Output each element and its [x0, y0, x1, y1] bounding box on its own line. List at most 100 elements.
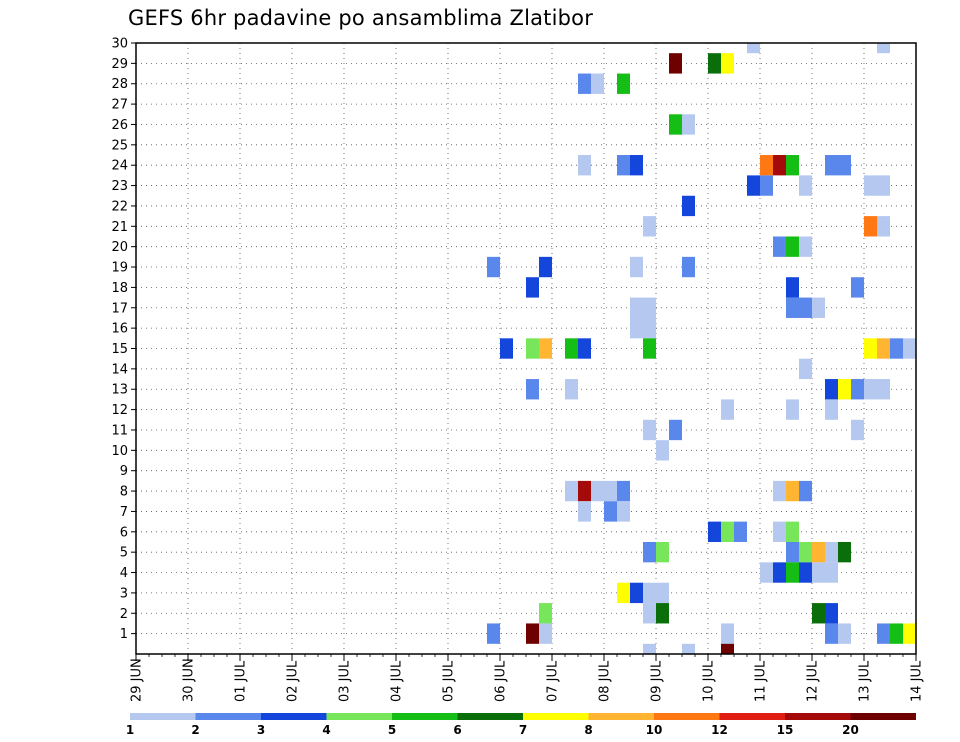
precip-cell	[682, 114, 695, 135]
legend-label: 6	[453, 723, 461, 737]
y-tick-label: 5	[120, 546, 128, 561]
precip-cell	[812, 603, 825, 624]
legend-label: 1	[126, 723, 134, 737]
precip-cell	[617, 501, 630, 522]
precip-cell	[877, 43, 890, 54]
precip-cell	[656, 582, 669, 604]
precip-cell	[825, 623, 838, 644]
precip-cell	[799, 562, 812, 583]
legend-swatch	[326, 713, 392, 720]
precip-cell	[643, 643, 656, 654]
x-tick-label: 04 JUL	[390, 660, 405, 702]
y-tick-label: 27	[111, 98, 128, 113]
precip-cell	[721, 623, 734, 644]
precip-cell	[799, 480, 812, 502]
precip-cell	[760, 562, 773, 583]
precip-cell	[643, 582, 656, 604]
y-tick-label: 18	[111, 281, 128, 296]
x-tick-label: 10 JUL	[702, 660, 717, 702]
x-tick-label: 02 JUL	[286, 660, 301, 702]
chart-title: GEFS 6hr padavine po ansamblima Zlatibor	[128, 6, 594, 30]
precip-cell	[760, 155, 773, 176]
legend-label: 4	[322, 723, 330, 737]
y-tick-label: 11	[111, 423, 128, 438]
legend-swatch	[261, 713, 327, 720]
precip-cell	[487, 256, 500, 278]
y-tick-label: 25	[111, 138, 128, 153]
precip-cell	[539, 603, 552, 624]
precip-cell	[669, 114, 682, 135]
precip-cell	[747, 175, 760, 196]
precip-cell	[656, 603, 669, 624]
precip-cell	[825, 541, 838, 563]
precip-cell	[643, 297, 656, 318]
precip-cell	[630, 317, 643, 339]
precip-cell	[773, 521, 786, 542]
precip-cell	[721, 643, 734, 654]
precip-cell	[643, 216, 656, 237]
precip-cell	[773, 236, 786, 257]
precip-cell	[786, 562, 799, 583]
precip-cell	[773, 155, 786, 176]
precip-cell	[578, 73, 591, 94]
precip-cell	[864, 216, 877, 237]
y-tick-label: 29	[111, 57, 128, 72]
precip-cell	[799, 297, 812, 318]
precip-cell	[617, 480, 630, 502]
precip-cell	[877, 175, 890, 196]
precip-cell	[890, 338, 903, 359]
y-tick-label: 14	[111, 362, 128, 377]
precip-cell	[617, 155, 630, 176]
precip-cell	[903, 338, 916, 359]
precip-cell	[656, 541, 669, 563]
precip-cell	[721, 399, 734, 420]
precip-cell	[539, 256, 552, 278]
precip-cell	[825, 399, 838, 420]
precip-cell	[565, 379, 578, 400]
precip-cell	[578, 338, 591, 359]
precip-cell	[591, 480, 604, 502]
precip-cell	[630, 256, 643, 278]
precip-cell	[591, 73, 604, 94]
precip-cell	[851, 379, 864, 400]
precip-cell	[526, 379, 539, 400]
precip-cell	[526, 338, 539, 359]
precip-cell	[786, 155, 799, 176]
precip-cell	[630, 297, 643, 318]
legend-label: 20	[842, 723, 859, 737]
precip-cell	[708, 53, 721, 74]
precip-cell	[500, 338, 513, 359]
precip-cell	[877, 379, 890, 400]
y-tick-label: 17	[111, 301, 128, 316]
precip-cell	[578, 155, 591, 176]
precip-cell	[877, 623, 890, 644]
precip-cell	[851, 277, 864, 298]
precip-cell	[851, 419, 864, 441]
precip-cells	[487, 43, 916, 654]
y-tick-label: 7	[120, 505, 128, 520]
y-tick-label: 1	[120, 627, 128, 642]
legend-swatch	[850, 713, 916, 720]
precip-cell	[786, 480, 799, 502]
y-tick-label: 2	[120, 607, 128, 622]
y-tick-label: 6	[120, 525, 128, 540]
legend-swatch	[195, 713, 261, 720]
precip-cell	[539, 623, 552, 644]
y-tick-label: 15	[111, 342, 128, 357]
precip-cell	[682, 256, 695, 278]
y-tick-label: 23	[111, 179, 128, 194]
x-axis: 29 JUN 30 JUN 01 JUL 02 JUL 03 JUL 04 JUL 05 J…	[130, 654, 925, 702]
y-tick-label: 12	[111, 403, 128, 418]
precip-cell	[578, 501, 591, 522]
precip-cell	[903, 623, 916, 644]
legend-swatch	[457, 713, 523, 720]
y-tick-label: 22	[111, 199, 128, 214]
precip-cell	[708, 521, 721, 542]
y-tick-label: 13	[111, 383, 128, 398]
x-tick-label: 09 JUL	[650, 660, 665, 702]
precip-cell	[539, 338, 552, 359]
precip-cell	[786, 541, 799, 563]
legend-swatch	[654, 713, 720, 720]
precip-cell	[812, 541, 825, 563]
legend-label: 5	[388, 723, 396, 737]
